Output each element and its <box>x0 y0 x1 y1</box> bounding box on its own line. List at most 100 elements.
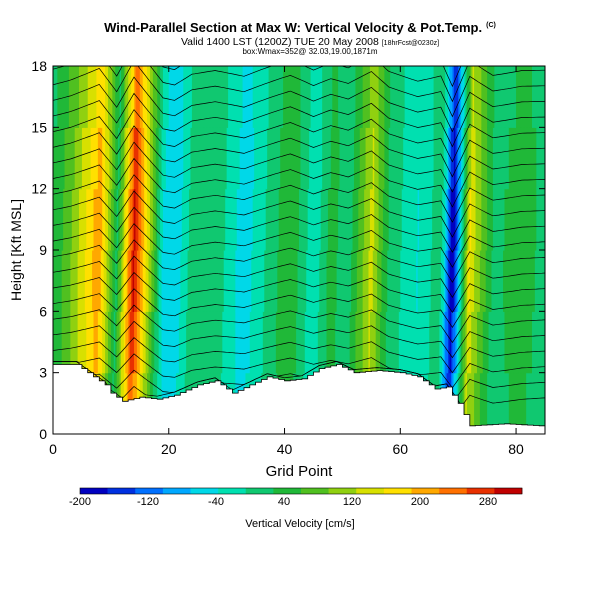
x-tick-label: 60 <box>393 441 409 457</box>
velocity-cell <box>468 372 471 434</box>
velocity-cell <box>391 250 394 312</box>
velocity-cell <box>252 188 255 251</box>
velocity-cell <box>67 66 70 128</box>
velocity-cell <box>119 250 122 312</box>
velocity-cell <box>58 250 61 312</box>
velocity-cell <box>474 311 477 374</box>
velocity-cell <box>171 127 174 190</box>
velocity-cell <box>320 66 323 128</box>
velocity-cell <box>145 250 148 312</box>
velocity-cell <box>55 127 58 190</box>
velocity-cell <box>89 250 92 312</box>
velocity-cell <box>487 127 490 190</box>
velocity-cell <box>222 250 225 312</box>
velocity-cell <box>436 311 439 374</box>
velocity-cell <box>64 127 67 190</box>
velocity-cell <box>388 188 391 251</box>
velocity-cell <box>271 250 274 312</box>
velocity-cell <box>255 250 258 312</box>
velocity-cell <box>505 250 508 312</box>
velocity-cell <box>487 372 490 434</box>
velocity-cell <box>165 250 168 312</box>
velocity-cell <box>539 372 542 434</box>
velocity-cell <box>55 66 58 128</box>
velocity-cell <box>307 250 310 312</box>
velocity-cell <box>58 66 61 128</box>
velocity-cell <box>424 66 427 128</box>
velocity-cell <box>157 311 160 374</box>
velocity-cell <box>439 311 442 374</box>
velocity-cell <box>407 311 410 374</box>
velocity-cell <box>154 127 157 190</box>
velocity-cell <box>479 188 482 251</box>
velocity-cell <box>123 127 126 190</box>
velocity-cell <box>235 250 238 312</box>
velocity-cell <box>351 188 354 251</box>
velocity-cell <box>393 250 396 312</box>
colorbar-swatch <box>135 488 164 494</box>
velocity-cell <box>93 127 96 190</box>
velocity-cell <box>336 250 339 312</box>
velocity-cell <box>112 188 115 251</box>
velocity-cell <box>190 250 193 312</box>
velocity-cell <box>504 311 507 374</box>
velocity-cell <box>526 250 529 312</box>
velocity-cell <box>222 66 225 128</box>
velocity-cell <box>307 127 310 190</box>
velocity-cell <box>353 188 357 251</box>
velocity-cell <box>190 188 193 251</box>
velocity-cell <box>294 66 297 128</box>
velocity-cell <box>107 127 111 190</box>
velocity-cell <box>152 188 155 251</box>
velocity-cell <box>155 188 158 251</box>
velocity-cell <box>174 311 177 374</box>
velocity-cell <box>216 66 219 128</box>
velocity-cell <box>453 66 456 128</box>
velocity-cell <box>173 188 176 251</box>
velocity-cell <box>385 188 388 251</box>
velocity-cell <box>484 372 487 434</box>
velocity-cell <box>262 311 265 374</box>
velocity-cell <box>375 127 378 190</box>
velocity-cell <box>346 250 349 312</box>
velocity-cell <box>254 250 257 312</box>
velocity-cell <box>501 311 504 374</box>
velocity-cell <box>100 250 103 312</box>
velocity-cell <box>395 250 398 312</box>
velocity-cell <box>536 188 539 251</box>
velocity-cell <box>142 311 145 374</box>
velocity-cell <box>465 66 468 128</box>
velocity-cell <box>285 188 289 251</box>
velocity-cell <box>410 127 413 190</box>
velocity-cell <box>364 188 367 251</box>
velocity-cell <box>54 250 57 312</box>
velocity-cell <box>385 66 388 128</box>
velocity-cell <box>325 311 328 374</box>
velocity-cell <box>63 188 66 251</box>
velocity-cell <box>452 311 455 374</box>
velocity-cell <box>505 188 508 251</box>
velocity-cell <box>435 188 438 251</box>
velocity-cell <box>288 250 291 312</box>
velocity-cell <box>503 66 506 128</box>
velocity-cell <box>303 188 306 251</box>
velocity-cell <box>178 311 181 374</box>
velocity-cell <box>488 311 491 374</box>
velocity-cell <box>488 250 491 312</box>
velocity-cell <box>514 188 517 251</box>
velocity-cell <box>517 250 520 312</box>
velocity-cell <box>468 127 471 190</box>
velocity-cell <box>215 127 218 190</box>
velocity-cell <box>145 127 148 190</box>
velocity-cell <box>533 250 536 312</box>
velocity-cell <box>453 188 456 251</box>
velocity-cell <box>465 250 468 312</box>
velocity-cell <box>189 188 192 251</box>
velocity-cell <box>207 250 210 312</box>
velocity-cell <box>186 250 189 312</box>
velocity-cell <box>274 188 277 251</box>
velocity-cell <box>375 250 378 312</box>
velocity-cell <box>342 311 345 374</box>
velocity-cell <box>202 250 205 312</box>
velocity-cell <box>442 188 445 251</box>
